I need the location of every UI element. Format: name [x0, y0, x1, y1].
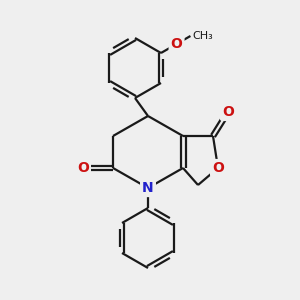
Text: O: O	[222, 105, 234, 119]
Text: O: O	[171, 37, 182, 51]
Text: N: N	[142, 181, 154, 195]
Text: O: O	[212, 161, 224, 175]
Text: O: O	[77, 161, 89, 175]
Text: CH₃: CH₃	[192, 31, 213, 41]
Text: N: N	[142, 181, 154, 195]
